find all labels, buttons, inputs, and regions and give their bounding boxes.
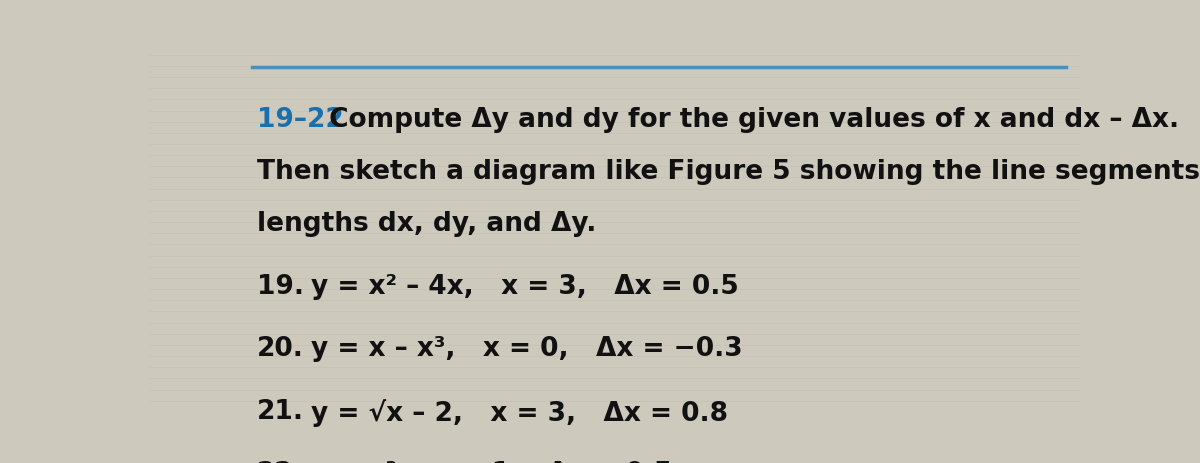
Text: lengths dx, dy, and Δy.: lengths dx, dy, and Δy. (257, 211, 596, 237)
Text: y = x² – 4x,   x = 3,   Δx = 0.5: y = x² – 4x, x = 3, Δx = 0.5 (311, 273, 739, 299)
Text: Then sketch a diagram like Figure 5 showing the line segments with: Then sketch a diagram like Figure 5 show… (257, 159, 1200, 185)
Text: 21.: 21. (257, 398, 304, 424)
Text: y = x³,   x = 1,   Δx = 0.5: y = x³, x = 1, Δx = 0.5 (311, 460, 672, 463)
Text: Compute Δy and dy for the given values of x and dx – Δx.: Compute Δy and dy for the given values o… (320, 107, 1180, 133)
Text: 20.: 20. (257, 335, 304, 361)
Text: y = √x – 2,   x = 3,   Δx = 0.8: y = √x – 2, x = 3, Δx = 0.8 (311, 398, 728, 425)
Text: y = x – x³,   x = 0,   Δx = −0.3: y = x – x³, x = 0, Δx = −0.3 (311, 335, 743, 361)
Text: 19–22: 19–22 (257, 107, 343, 133)
Text: 22.: 22. (257, 460, 304, 463)
Text: 19.: 19. (257, 273, 304, 299)
